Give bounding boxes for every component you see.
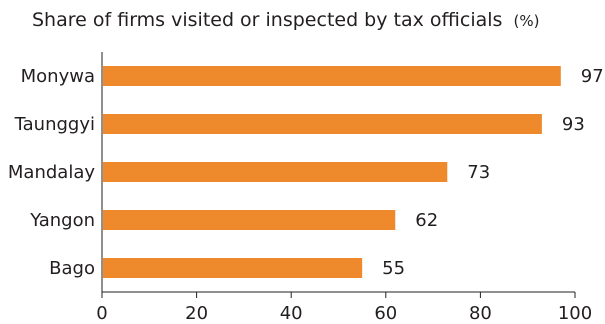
value-label-yangon: 62 xyxy=(415,210,438,231)
bar-yangon xyxy=(103,210,396,230)
x-axis: 0 20 40 60 80 100 xyxy=(96,52,592,324)
value-label-mandalay: 73 xyxy=(467,162,490,183)
chart-title-unit: (%) xyxy=(514,12,540,30)
x-tick-label-0: 0 xyxy=(96,303,107,324)
x-tick-label-20: 20 xyxy=(185,303,208,324)
chart-title-main: Share of firms visited or inspected by t… xyxy=(32,9,502,31)
value-label-monywa: 97 xyxy=(581,66,604,87)
x-tick-label-60: 60 xyxy=(374,303,397,324)
value-labels: 97 93 73 62 55 xyxy=(382,66,604,279)
bar-monywa xyxy=(103,66,561,86)
category-label-yangon: Yangon xyxy=(29,210,95,231)
value-label-taunggyi: 93 xyxy=(562,114,585,135)
x-tick-label-100: 100 xyxy=(558,303,592,324)
category-label-monywa: Monywa xyxy=(21,66,95,87)
category-label-taunggyi: Taunggyi xyxy=(14,114,95,135)
chart-title: Share of firms visited or inspected by t… xyxy=(32,9,539,31)
category-label-bago: Bago xyxy=(49,258,95,279)
category-label-mandalay: Mandalay xyxy=(8,162,95,183)
x-tick-label-40: 40 xyxy=(280,303,303,324)
category-labels: Monywa Taunggyi Mandalay Yangon Bago xyxy=(8,66,95,279)
value-label-bago: 55 xyxy=(382,258,405,279)
bar-taunggyi xyxy=(103,114,542,134)
x-tick-label-80: 80 xyxy=(469,303,492,324)
bar-bago xyxy=(103,258,363,278)
bars-group xyxy=(103,66,561,278)
bar-mandalay xyxy=(103,162,448,182)
